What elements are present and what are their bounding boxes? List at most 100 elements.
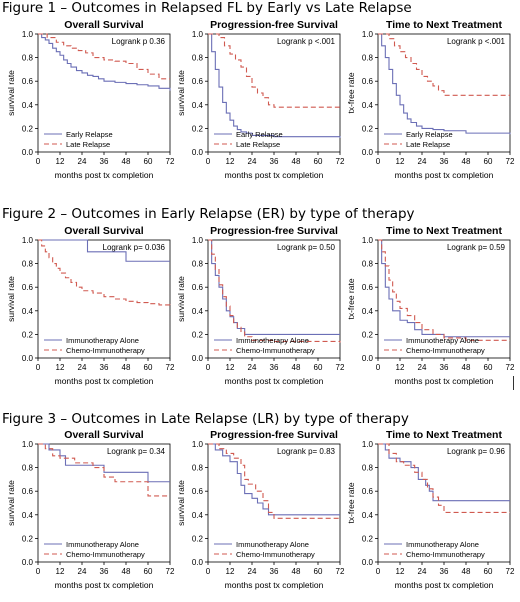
y-tick-label: 0.6 [192,77,204,86]
x-tick-label: 48 [292,157,301,166]
chart-title: Time to Next Treatment [386,225,502,237]
y-tick-label: 0.4 [362,307,374,316]
chart-title: Overall Survival [64,19,143,31]
series-line-solid [38,239,170,262]
y-axis-label: survival rate [176,70,186,116]
x-tick-label: 12 [56,567,65,576]
series-line-dashed [208,239,341,343]
y-tick-label: 0.2 [22,330,34,339]
x-axis-label: months post tx completion [395,580,494,590]
x-tick-label: 72 [336,363,345,372]
logrank-annotation: Logrank p= 0.34 [107,447,166,456]
y-tick-label: 0.8 [192,54,204,63]
x-tick-label: 24 [78,567,87,576]
logrank-annotation: Logrank p= 0.036 [103,243,166,252]
series-line-dashed [378,33,510,96]
y-tick-label: 0.6 [362,487,374,496]
x-tick-label: 24 [248,567,257,576]
y-tick-label: 0.2 [22,534,34,543]
legend-label: Late Relapse [66,140,110,149]
legend-label: Chemo-Immunotherapy [66,550,145,559]
y-axis-label: survival rate [6,480,16,526]
y-tick-label: 0.8 [22,260,34,269]
x-tick-label: 12 [226,363,235,372]
x-tick-label: 48 [462,567,471,576]
y-tick-label: 0.0 [22,558,34,567]
y-tick-label: 0.8 [362,54,374,63]
y-axis-label: tx-free rate [346,72,356,113]
x-tick-label: 60 [314,567,323,576]
figure-1-title: Figure 1 – Outcomes in Relapsed FL by Ea… [2,0,412,16]
x-tick-label: 48 [462,157,471,166]
y-tick-label: 0.2 [192,124,204,133]
y-tick-label: 0.0 [192,558,204,567]
y-tick-label: 0.8 [192,464,204,473]
chart-1-3: Time to Next Treatment 0.0 0.2 0.4 0.6 0.8 1.0… [346,19,515,180]
legend-label: Immunotherapy Alone [406,336,479,345]
y-tick-label: 0.0 [192,354,204,363]
legend-label: Chemo-Immunotherapy [236,550,315,559]
x-tick-label: 60 [144,157,153,166]
x-tick-label: 60 [314,363,323,372]
x-tick-label: 12 [396,363,405,372]
x-tick-label: 72 [166,363,175,372]
series-line-solid [38,443,170,483]
y-tick-label: 0.2 [362,534,374,543]
logrank-annotation: Logrank p= 0.50 [277,243,336,252]
legend-label: Early Relapse [66,130,113,139]
x-tick-label: 48 [292,567,301,576]
legend-label: Chemo-Immunotherapy [236,346,315,355]
y-axis-label: tx-free rate [346,482,356,523]
y-tick-label: 0.4 [192,307,204,316]
x-tick-label: 60 [144,363,153,372]
chart-title: Overall Survival [64,225,143,237]
y-tick-label: 0.4 [362,511,374,520]
x-tick-label: 0 [36,363,41,372]
y-tick-label: 0.6 [362,283,374,292]
y-tick-label: 1.0 [22,30,34,39]
series-line-solid [378,239,510,338]
x-tick-label: 72 [506,567,515,576]
y-tick-label: 0.0 [192,148,204,157]
y-tick-label: 0.6 [192,487,204,496]
logrank-annotation: Logrank p= 0.83 [277,447,336,456]
x-axis-label: months post tx completion [55,376,154,386]
chart-2-3: Time to Next Treatment 0.0 0.2 0.4 0.6 0.8 1.0… [346,225,515,386]
x-tick-label: 0 [206,567,211,576]
chart-2-1: Overall Survival 0.0 0.2 0.4 0.6 0.8 1.0 0 12 24 3… [6,225,175,386]
x-tick-label: 12 [226,567,235,576]
y-tick-label: 0.4 [192,511,204,520]
x-tick-label: 60 [484,363,493,372]
chart-title: Progression-free Survival [210,429,338,441]
x-tick-label: 12 [56,157,65,166]
y-tick-label: 0.4 [192,101,204,110]
legend-label: Immunotherapy Alone [406,540,479,549]
x-tick-label: 24 [248,157,257,166]
series-line-solid [378,33,511,135]
y-tick-label: 0.0 [362,558,374,567]
legend-label: Chemo-Immunotherapy [406,346,485,355]
y-tick-label: 0.0 [362,148,374,157]
x-tick-label: 36 [100,363,109,372]
y-tick-label: 0.2 [192,534,204,543]
x-tick-label: 72 [336,567,345,576]
legend-label: Immunotherapy Alone [66,540,139,549]
stray-vertical-mark [513,376,514,390]
y-tick-label: 0.2 [192,330,204,339]
x-tick-label: 60 [484,567,493,576]
series-line-dashed [38,239,171,307]
chart-1-2: Progression-free Survival 0.0 0.2 0.4 0.6 0.8… [176,19,345,180]
chart-3-3: Time to Next Treatment 0.0 0.2 0.4 0.6 0.8 1.0… [346,429,515,590]
x-tick-label: 0 [376,157,381,166]
y-tick-label: 0.0 [362,354,374,363]
y-tick-label: 0.6 [22,283,34,292]
x-tick-label: 72 [336,157,345,166]
y-tick-label: 1.0 [22,440,34,449]
y-axis-label: survival rate [6,276,16,322]
y-tick-label: 0.4 [22,101,34,110]
x-tick-label: 36 [100,567,109,576]
x-tick-label: 0 [36,567,41,576]
x-axis-label: months post tx completion [55,580,154,590]
x-tick-label: 36 [270,567,279,576]
legend-label: Immunotherapy Alone [236,336,309,345]
